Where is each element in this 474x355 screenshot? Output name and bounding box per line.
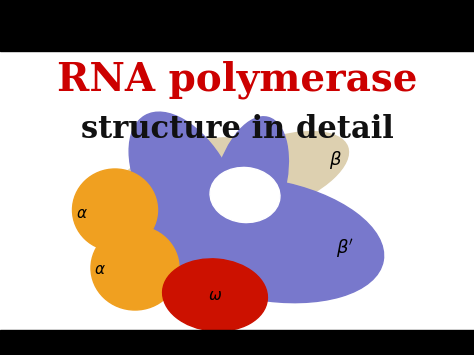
Ellipse shape: [146, 178, 383, 303]
Text: RNA polymerase: RNA polymerase: [57, 61, 417, 99]
Ellipse shape: [129, 112, 241, 258]
Bar: [0, 51, 474, 330]
Bar: [0, 330, 474, 355]
Text: $\beta'$: $\beta'$: [336, 236, 354, 260]
Bar: [0, 0, 474, 51]
Text: $\beta$: $\beta$: [328, 149, 341, 171]
Text: $\omega$: $\omega$: [208, 288, 222, 302]
Ellipse shape: [210, 168, 280, 223]
Text: $\alpha$: $\alpha$: [94, 262, 106, 278]
Text: structure in detail: structure in detail: [81, 115, 393, 146]
Text: $\alpha$: $\alpha$: [76, 206, 88, 220]
Ellipse shape: [191, 132, 348, 218]
Ellipse shape: [91, 226, 179, 310]
Ellipse shape: [108, 138, 283, 232]
Ellipse shape: [163, 259, 267, 331]
Ellipse shape: [212, 117, 288, 253]
Ellipse shape: [73, 169, 157, 251]
Ellipse shape: [177, 173, 253, 237]
